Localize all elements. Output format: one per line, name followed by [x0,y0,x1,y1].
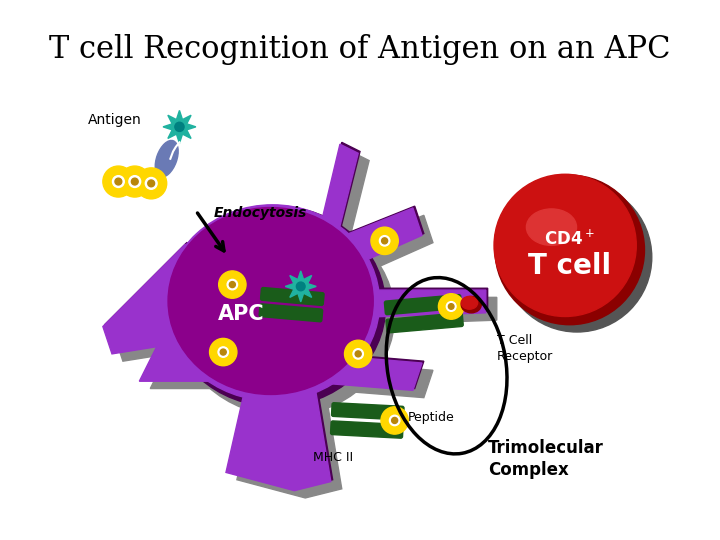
Circle shape [355,351,361,357]
Polygon shape [228,370,333,489]
Circle shape [148,180,155,187]
Text: Endocytosis: Endocytosis [214,206,307,220]
Ellipse shape [156,140,178,177]
Polygon shape [322,208,422,272]
Circle shape [230,281,235,288]
Circle shape [390,415,400,426]
Ellipse shape [462,296,477,309]
Circle shape [227,279,238,290]
Circle shape [220,349,226,355]
Circle shape [495,175,644,325]
Circle shape [371,227,398,254]
Circle shape [175,122,184,131]
Polygon shape [140,336,240,381]
Circle shape [218,347,228,357]
Polygon shape [360,288,487,315]
Ellipse shape [167,206,385,407]
Circle shape [381,407,408,434]
Polygon shape [296,143,360,334]
Circle shape [129,176,140,187]
Circle shape [449,303,454,309]
FancyBboxPatch shape [384,295,462,315]
Circle shape [210,339,237,366]
Polygon shape [323,206,424,270]
Circle shape [297,282,305,291]
Polygon shape [285,271,316,302]
Text: MHC II: MHC II [312,450,353,463]
Text: CD4$^+$: CD4$^+$ [544,230,595,248]
Polygon shape [114,252,260,361]
Text: APC: APC [218,304,265,324]
Ellipse shape [462,296,481,313]
Polygon shape [299,354,422,390]
FancyBboxPatch shape [261,287,324,306]
Circle shape [115,178,122,185]
Circle shape [112,176,125,187]
Ellipse shape [526,209,577,245]
Text: T Cell
Receptor: T Cell Receptor [497,334,553,363]
FancyBboxPatch shape [386,313,463,333]
Polygon shape [150,343,251,389]
FancyBboxPatch shape [331,403,404,420]
Circle shape [494,174,636,316]
Polygon shape [141,334,241,380]
Ellipse shape [166,205,379,401]
Polygon shape [305,151,369,343]
FancyBboxPatch shape [259,304,323,322]
Circle shape [344,340,372,368]
Circle shape [353,349,364,359]
Ellipse shape [176,215,395,416]
Text: Antigen: Antigen [89,112,142,126]
Circle shape [219,271,246,298]
Polygon shape [358,290,486,318]
Polygon shape [301,352,424,389]
Circle shape [446,302,456,312]
Circle shape [103,166,134,197]
Circle shape [120,166,150,197]
Circle shape [145,178,157,189]
Polygon shape [333,215,433,279]
Text: Trimolecular
Complex: Trimolecular Complex [487,438,603,479]
Circle shape [131,178,138,185]
Polygon shape [369,298,497,325]
Text: T cell Recognition of Antigen on an APC: T cell Recognition of Antigen on an APC [49,34,671,65]
Circle shape [379,235,390,246]
Circle shape [392,417,397,423]
Ellipse shape [168,207,373,394]
Circle shape [503,183,652,332]
Polygon shape [310,361,433,397]
Polygon shape [163,111,196,143]
Polygon shape [103,245,248,354]
Circle shape [438,294,464,319]
Text: T cell: T cell [528,252,611,280]
Polygon shape [237,380,342,498]
Polygon shape [104,242,251,352]
Circle shape [135,168,167,199]
Text: Peptide: Peptide [408,411,454,424]
Circle shape [382,238,387,244]
Polygon shape [294,144,358,336]
Polygon shape [226,372,330,491]
FancyBboxPatch shape [330,421,403,438]
